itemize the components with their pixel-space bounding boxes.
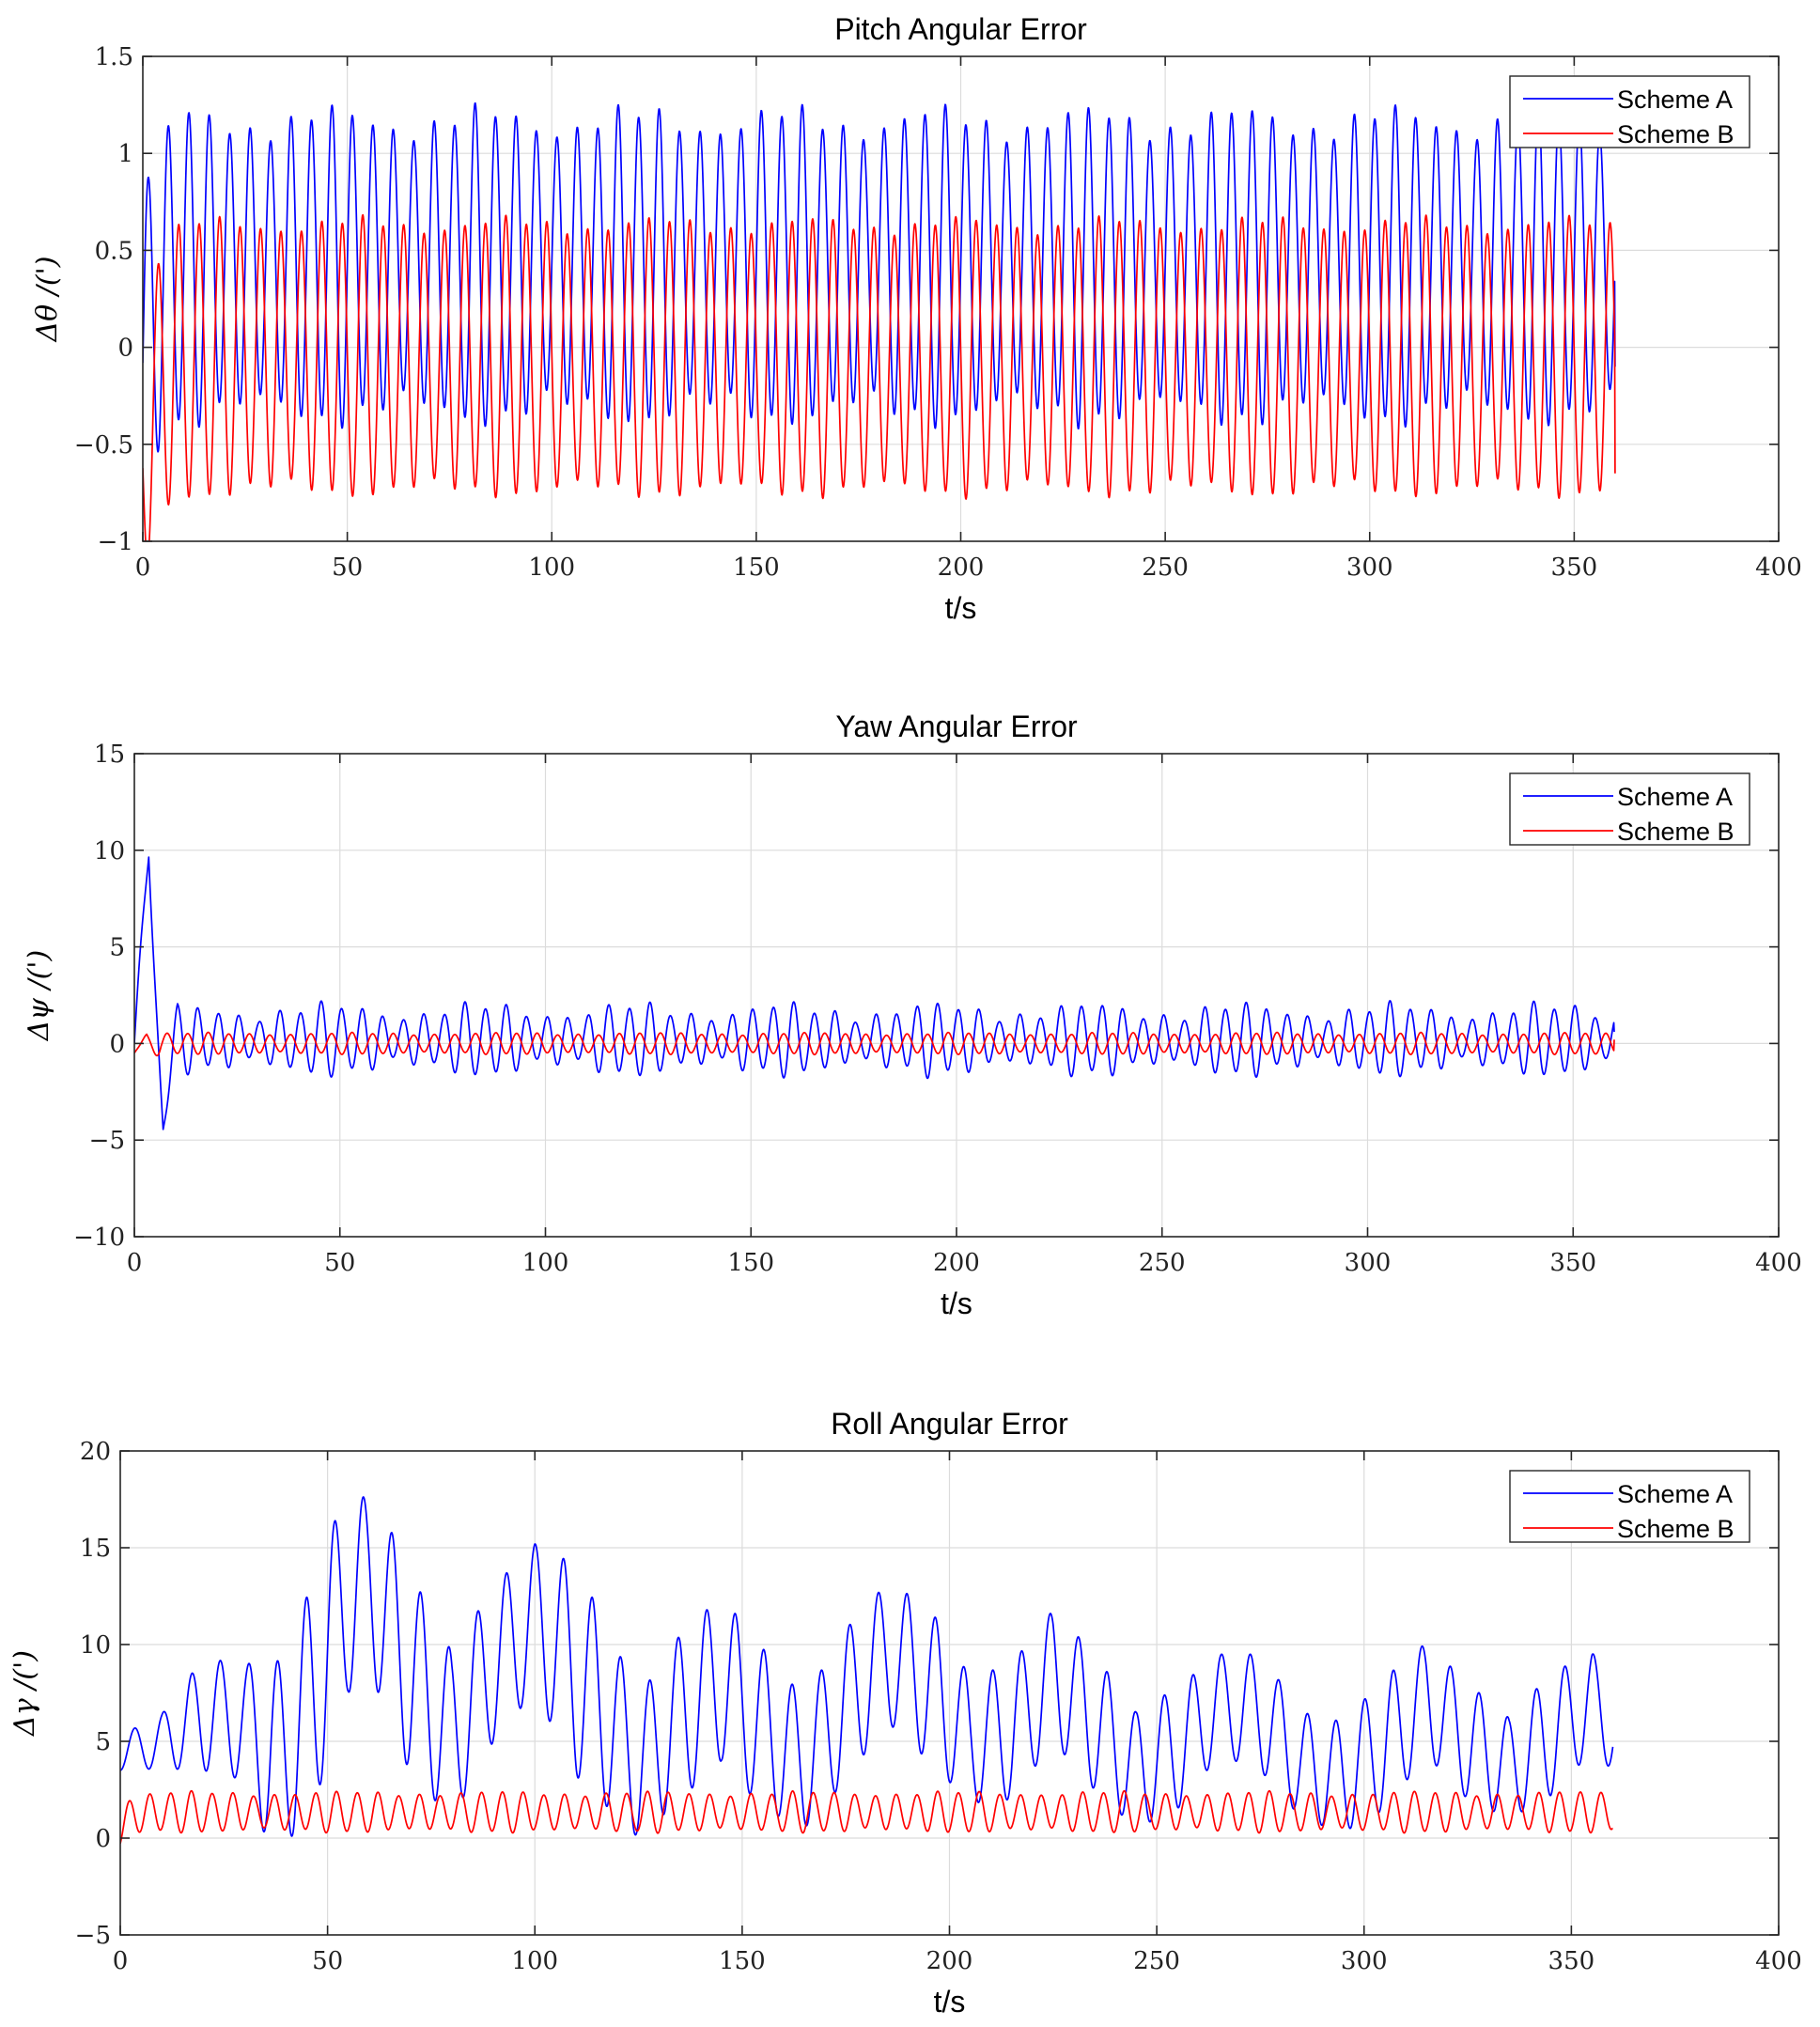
roll-chart-title: Roll Angular Error [831,1407,1068,1441]
roll-x-tick-label: 350 [1548,1947,1595,1975]
yaw-x-tick-label: 50 [324,1249,355,1277]
pitch-x-tick-label: 250 [1142,554,1189,582]
roll-x-axis-label: t/s [934,1985,966,2019]
roll-y-tick-label: 10 [80,1631,111,1660]
roll-y-tick-label: 15 [80,1535,111,1563]
yaw-y-axis-label: Δψ /(') [23,950,55,1042]
pitch-x-tick-label: 100 [528,554,575,582]
roll-x-tick-label: 50 [312,1947,343,1975]
pitch-x-tick-label: 150 [733,554,780,582]
pitch-series-scheme-a [143,101,1616,453]
yaw-x-tick-label: 100 [522,1249,569,1277]
yaw-chart-title: Yaw Angular Error [835,709,1078,743]
pitch-ticks: 0 50 100 150 200 250 300 350 400 −1 −0.5 0 0.5 1 1.5 [74,43,1802,582]
pitch-y-tick-label: −1 [98,528,133,556]
yaw-legend: Scheme A Scheme B [1509,772,1750,846]
yaw-y-tick-label: −10 [73,1224,125,1252]
roll-y-tick-label: 0 [95,1825,111,1853]
yaw-x-tick-label: 200 [933,1249,980,1277]
pitch-x-tick-label: 300 [1346,554,1393,582]
roll-legend: Scheme A Scheme B [1509,1470,1750,1543]
pitch-series-scheme-b [143,213,1616,541]
yaw-plot-area [134,856,1615,1130]
pitch-x-axis-label: t/s [945,591,977,625]
yaw-chart: 0 50 100 150 200 250 300 350 400 −10 −5 0 5 10 15 Yaw … [23,709,1802,1320]
pitch-x-tick-label: 400 [1755,554,1802,582]
roll-y-axis-label: Δγ /(') [8,1650,41,1737]
yaw-x-tick-label: 0 [127,1249,143,1277]
yaw-y-tick-label: 10 [94,837,125,865]
pitch-chart: 0 50 100 150 200 250 300 350 400 −1 −0.5 0 0.5 1 1.5 P… [31,12,1802,625]
pitch-plot-area [143,101,1616,541]
pitch-y-tick-label: 1 [117,140,133,168]
yaw-y-tick-label: 15 [94,741,125,769]
roll-x-tick-label: 200 [926,1947,973,1975]
roll-series-scheme-b [120,1789,1613,1845]
pitch-x-tick-label: 200 [938,554,985,582]
pitch-y-tick-label: 0 [117,335,133,363]
yaw-legend-box [1509,772,1750,846]
yaw-x-tick-label: 350 [1549,1249,1596,1277]
roll-legend-scheme-b: Scheme B [1617,1515,1734,1543]
roll-x-tick-label: 100 [511,1947,558,1975]
yaw-x-tick-label: 300 [1345,1249,1392,1277]
roll-x-tick-label: 400 [1755,1947,1802,1975]
pitch-legend: Scheme A Scheme B [1509,75,1750,148]
pitch-y-axis-label: Δθ /(') [31,256,64,342]
yaw-legend-scheme-b: Scheme B [1617,818,1734,846]
roll-legend-scheme-a: Scheme A [1617,1480,1733,1508]
yaw-y-tick-label: 0 [109,1030,125,1058]
yaw-x-axis-label: t/s [941,1286,972,1320]
roll-x-tick-label: 0 [113,1947,129,1975]
roll-y-tick-label: 20 [80,1438,111,1466]
pitch-legend-scheme-b: Scheme B [1617,120,1734,148]
roll-series-scheme-a [120,1496,1614,1837]
roll-x-tick-label: 150 [719,1947,766,1975]
roll-plot-area [120,1496,1614,1845]
pitch-x-tick-label: 0 [135,554,151,582]
yaw-grid [134,754,1779,1237]
roll-y-tick-label: −5 [75,1922,111,1950]
yaw-y-tick-label: 5 [109,934,125,962]
yaw-series-scheme-a [134,856,1615,1130]
pitch-y-tick-label: −0.5 [74,431,133,460]
yaw-y-tick-label: −5 [89,1127,125,1155]
pitch-x-tick-label: 50 [332,554,363,582]
pitch-legend-scheme-a: Scheme A [1617,86,1733,114]
yaw-legend-scheme-a: Scheme A [1617,783,1733,811]
yaw-x-tick-label: 400 [1755,1249,1802,1277]
yaw-ticks: 0 50 100 150 200 250 300 350 400 −10 −5 0 5 10 15 [73,741,1802,1277]
pitch-y-tick-label: 1.5 [95,43,133,71]
pitch-legend-box [1509,75,1750,148]
yaw-series-scheme-b [134,1031,1615,1057]
roll-legend-box [1509,1470,1750,1543]
yaw-x-tick-label: 150 [727,1249,774,1277]
roll-x-tick-label: 300 [1341,1947,1388,1975]
pitch-y-tick-label: 0.5 [95,237,133,265]
yaw-x-tick-label: 250 [1139,1249,1186,1277]
pitch-chart-title: Pitch Angular Error [834,12,1087,46]
roll-y-tick-label: 5 [95,1728,111,1756]
roll-x-tick-label: 250 [1133,1947,1180,1975]
pitch-x-tick-label: 350 [1551,554,1598,582]
